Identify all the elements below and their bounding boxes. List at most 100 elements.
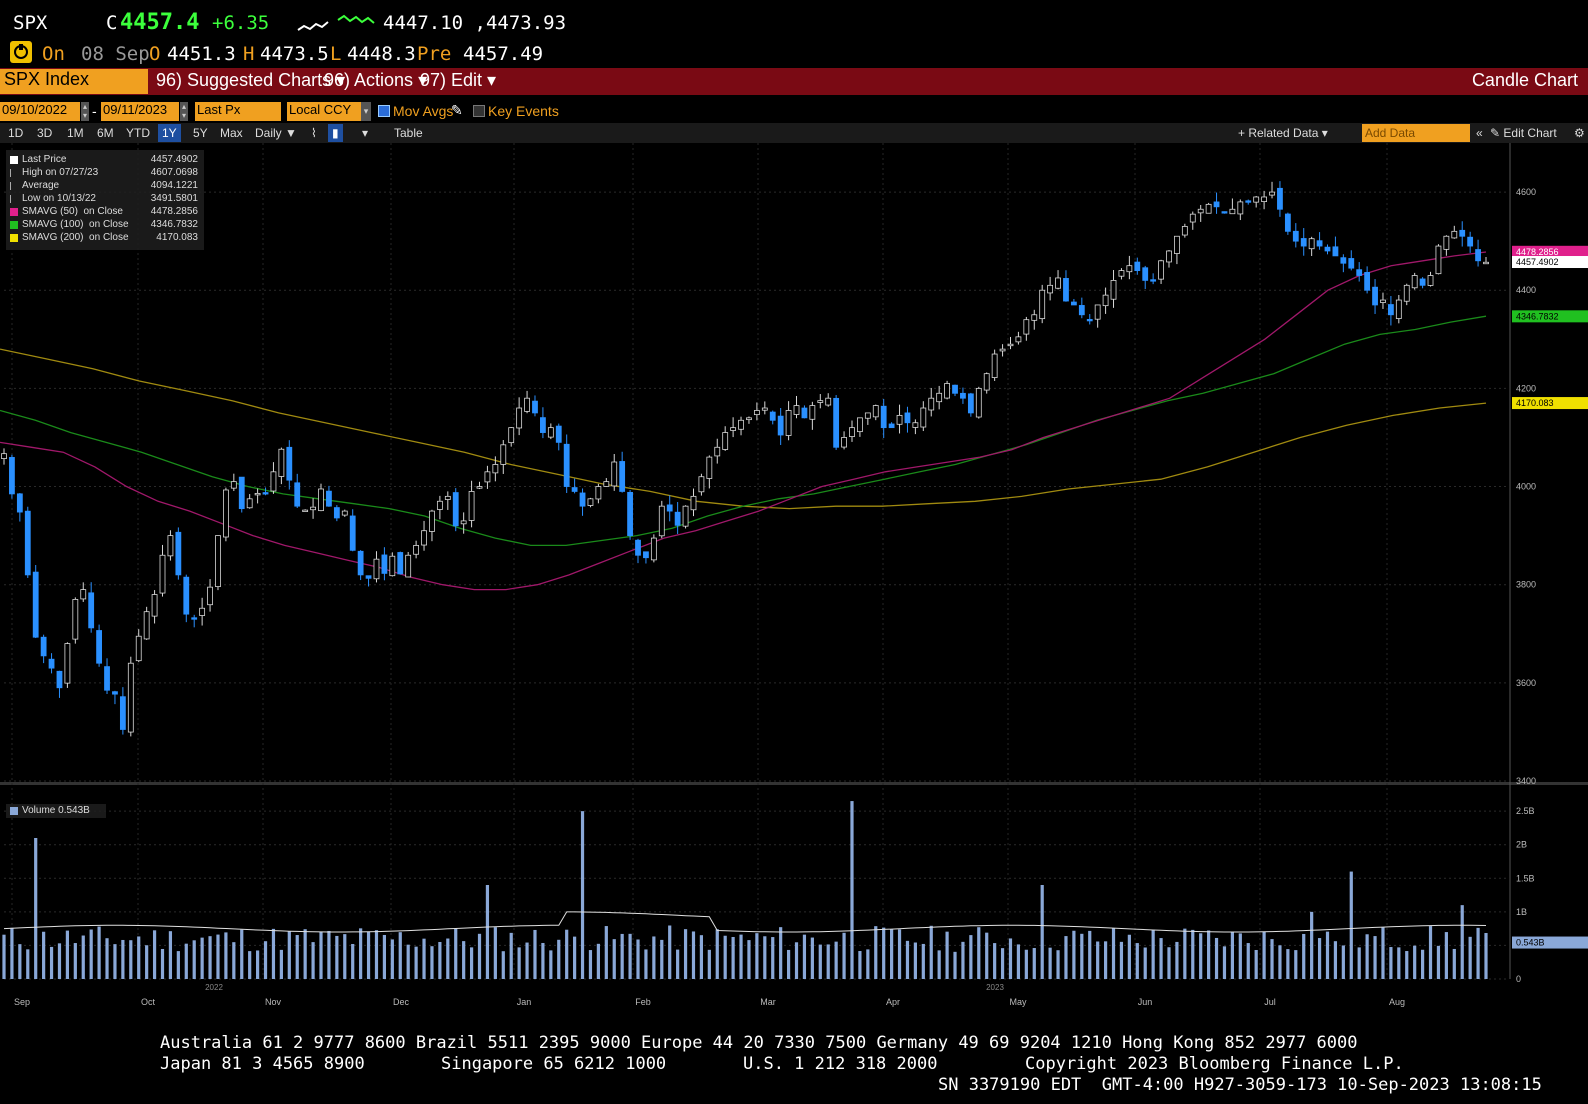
period-1y[interactable]: 1Y <box>158 124 181 142</box>
volume-bar <box>374 930 379 979</box>
volume-bar <box>176 951 180 979</box>
period-3d[interactable]: 3D <box>37 126 53 140</box>
related-data-button[interactable]: + Related Data ▾ <box>1238 126 1328 140</box>
volume-bar <box>612 939 616 979</box>
period-ytd[interactable]: YTD <box>126 126 150 140</box>
month-label: Jan <box>517 997 532 1007</box>
candle-body <box>1150 279 1157 282</box>
legend-row[interactable]: Average 4094.1221 <box>10 180 202 193</box>
volume-bar <box>1476 927 1480 979</box>
candle-body <box>381 554 388 574</box>
volume-bar <box>1333 941 1338 979</box>
candle-body <box>904 412 911 424</box>
candle-chart-area[interactable]: 340036003800400042004400460000.5B1B1.5B2… <box>0 143 1588 1023</box>
period-5y[interactable]: 5Y <box>193 126 208 140</box>
period-1d[interactable]: 1D <box>8 126 24 140</box>
volume-bar <box>137 936 141 979</box>
price-field-select[interactable]: Last Px <box>195 102 281 121</box>
candle-body <box>24 510 31 576</box>
axis-value-tag-label: 4457.4902 <box>1516 257 1559 267</box>
currency-dropdown-icon[interactable]: ▾ <box>361 102 371 121</box>
period-max[interactable]: Max <box>220 126 243 140</box>
frequency-select[interactable]: Daily ▼ <box>255 126 297 140</box>
period-6m[interactable]: 6M <box>97 126 114 140</box>
volume-bar <box>256 950 260 979</box>
add-data-input[interactable]: Add Data <box>1362 124 1470 142</box>
volume-bar <box>1024 949 1028 979</box>
candle-body <box>413 545 420 555</box>
actions-menu[interactable]: 96) Actions ▾ <box>324 70 428 90</box>
candle-body <box>1213 201 1220 208</box>
chart-type-label[interactable]: Candle Chart <box>1471 70 1578 90</box>
mov-avgs-checkbox[interactable] <box>378 105 390 117</box>
volume-bar <box>771 937 775 979</box>
candle-body <box>1459 229 1466 237</box>
volume-bar <box>89 929 93 979</box>
volume-bar <box>295 935 299 979</box>
month-label: Sep <box>14 997 30 1007</box>
candle-body <box>508 427 515 444</box>
volume-bar <box>145 945 149 979</box>
legend-row[interactable]: SMAVG (50) on Close 4478.2856 <box>10 206 202 219</box>
legend-row[interactable]: SMAVG (200) on Close 4170.083 <box>10 232 202 245</box>
candle-body <box>650 537 657 561</box>
line-chart-icon[interactable]: ⌇ <box>311 126 317 140</box>
start-date-field[interactable]: 09/10/2022 <box>0 102 80 121</box>
sma100-line <box>0 315 1487 547</box>
volume-bar <box>676 949 680 979</box>
volume-bar <box>414 946 418 979</box>
volume-bar <box>1341 945 1345 979</box>
candle-body <box>1411 275 1418 289</box>
more-chart-types-icon[interactable]: ▾ <box>362 126 369 140</box>
volume-bar <box>366 931 371 979</box>
candle-body <box>999 348 1006 352</box>
volume-bar <box>73 943 77 979</box>
volume-bar <box>850 801 854 979</box>
legend-row[interactable]: Last Price 4457.4902 <box>10 154 202 167</box>
low-label: L <box>330 43 342 65</box>
volume-bar <box>279 949 283 979</box>
pencil-icon[interactable]: ✎ <box>451 102 463 118</box>
volume-bar <box>335 935 339 979</box>
key-events-checkbox[interactable] <box>473 105 485 117</box>
legend-row[interactable]: SMAVG (100) on Close 4346.7832 <box>10 219 202 232</box>
candle-body <box>888 423 895 429</box>
candle-body <box>991 353 998 378</box>
candle-body <box>532 400 538 414</box>
related-data-label: + Related Data <box>1238 126 1319 140</box>
chart-legend[interactable]: Last Price 4457.4902 High on 07/27/23 4607.… <box>6 150 204 250</box>
candle-body <box>1308 238 1315 250</box>
legend-row[interactable]: High on 07/27/23 4607.0698 <box>10 167 202 180</box>
end-date-field[interactable]: 09/11/2023 <box>101 102 179 121</box>
volume-bar <box>208 936 212 979</box>
volume-legend[interactable]: Volume 0.543B <box>6 804 106 818</box>
volume-bar <box>263 941 268 979</box>
table-button[interactable]: Table <box>394 126 423 140</box>
volume-bar <box>1246 943 1250 979</box>
period-1m[interactable]: 1M <box>67 126 84 140</box>
volume-bar <box>1135 943 1139 979</box>
candle-body <box>341 510 348 516</box>
candle-body <box>238 476 245 510</box>
volume-bar <box>739 934 743 979</box>
end-date-spinner[interactable]: ▴ ▾ <box>180 102 188 121</box>
collapse-icon[interactable]: « <box>1476 126 1483 140</box>
suggested-charts-menu[interactable]: 96) Suggested Charts ▾ <box>156 70 346 90</box>
candle-body <box>1126 265 1133 273</box>
currency-select[interactable]: Local CCY <box>287 102 361 121</box>
candle-body <box>1324 246 1331 252</box>
settings-gear-icon[interactable]: ⚙ <box>1574 126 1585 140</box>
candle-body <box>1031 314 1038 321</box>
chart-badge-icon[interactable] <box>10 41 32 63</box>
security-field[interactable]: SPX Index <box>0 69 148 94</box>
legend-row[interactable]: Low on 10/13/22 3491.5801 <box>10 193 202 206</box>
edit-chart-button[interactable]: ✎ Edit Chart <box>1490 126 1557 140</box>
edit-menu[interactable]: 97) Edit ▾ <box>420 70 497 90</box>
volume-bar <box>1096 941 1100 979</box>
candle-body <box>80 589 87 600</box>
candle-chart-icon[interactable]: ▮ <box>328 124 343 142</box>
start-date-spinner[interactable]: ▴ ▾ <box>81 102 89 121</box>
candle-body <box>746 417 752 421</box>
volume-bar <box>200 937 204 979</box>
volume-bar <box>42 931 46 979</box>
